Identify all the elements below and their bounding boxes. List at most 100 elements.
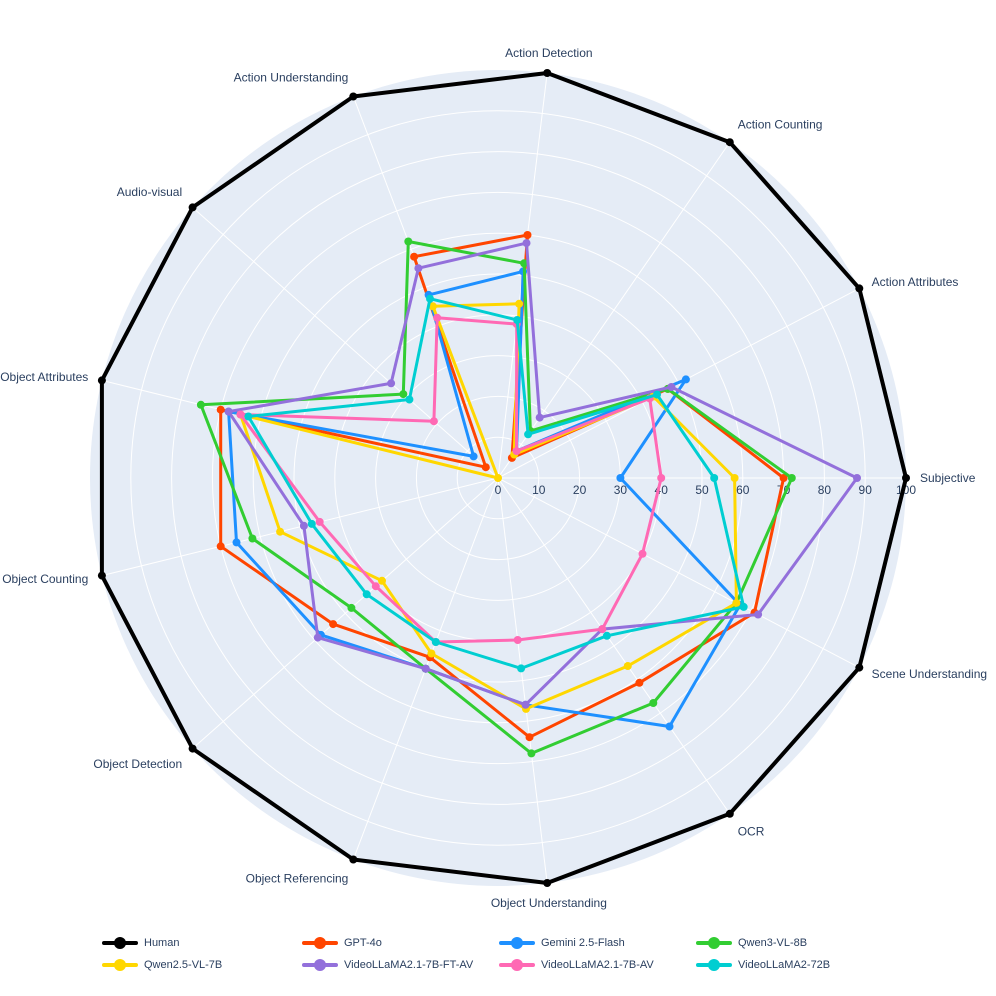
data-point bbox=[387, 379, 396, 388]
data-point bbox=[426, 294, 434, 303]
legend-label: Qwen2.5-VL-7B bbox=[144, 959, 223, 971]
legend-swatch bbox=[100, 958, 140, 972]
grid-spoke bbox=[497, 477, 731, 815]
legend-item[interactable]: Qwen2.5-VL-7B bbox=[100, 954, 222, 976]
axis-label: Action Counting bbox=[738, 118, 823, 132]
data-point bbox=[188, 744, 197, 753]
legend-item[interactable]: VideoLLaMA2-72B bbox=[694, 954, 830, 976]
data-point bbox=[527, 749, 536, 758]
data-point bbox=[469, 452, 478, 461]
grid-spoke bbox=[192, 207, 499, 479]
data-point bbox=[347, 603, 356, 612]
data-point bbox=[779, 474, 788, 482]
series-line bbox=[239, 302, 738, 711]
data-point bbox=[232, 538, 241, 547]
data-point bbox=[307, 519, 316, 528]
radial-tick-label: 0 bbox=[495, 483, 502, 497]
series-line bbox=[99, 71, 908, 885]
data-point bbox=[349, 92, 358, 101]
data-point bbox=[414, 264, 423, 273]
legend-label: VideoLLaMA2.1-7B-AV bbox=[541, 959, 654, 971]
legend-label: GPT-4o bbox=[344, 937, 382, 949]
legend-item[interactable]: Gemini 2.5-Flash bbox=[497, 932, 625, 954]
axis-label: Object Detection bbox=[93, 757, 182, 771]
data-point bbox=[521, 700, 530, 709]
data-point bbox=[299, 521, 308, 530]
series-videollama2-72b bbox=[244, 294, 748, 673]
axis-label: Object Attributes bbox=[0, 370, 88, 384]
data-point bbox=[635, 678, 644, 687]
legend-item[interactable]: VideoLLaMA2.1-7B-FT-AV bbox=[300, 954, 473, 976]
data-point bbox=[524, 430, 533, 439]
legend-label: Qwen3-VL-8B bbox=[738, 937, 808, 949]
data-point bbox=[522, 239, 531, 248]
data-point bbox=[216, 542, 225, 551]
radial-tick-label: 80 bbox=[818, 483, 832, 497]
data-point bbox=[902, 474, 910, 482]
axis-label: Action Detection bbox=[505, 46, 592, 60]
series-line bbox=[199, 240, 794, 755]
data-point bbox=[248, 534, 257, 543]
axis-label: Subjective bbox=[920, 471, 976, 485]
data-point bbox=[853, 474, 861, 482]
data-point bbox=[428, 302, 437, 311]
axis-labels: Subjective Scene Understanding OCR Object U… bbox=[0, 46, 987, 910]
legend-item[interactable]: GPT-4o bbox=[300, 932, 382, 954]
data-point bbox=[517, 664, 526, 673]
data-point bbox=[725, 809, 734, 818]
data-point bbox=[710, 474, 719, 482]
data-point bbox=[855, 663, 864, 672]
data-point bbox=[602, 631, 611, 640]
legend-item[interactable]: VideoLLaMA2.1-7B-AV bbox=[497, 954, 654, 976]
data-point bbox=[623, 662, 632, 670]
data-point bbox=[431, 638, 440, 646]
legend-swatch bbox=[300, 936, 340, 950]
grid-spoke bbox=[497, 477, 548, 884]
data-point bbox=[525, 733, 534, 742]
legend-swatch bbox=[100, 936, 140, 950]
data-point bbox=[481, 463, 490, 472]
data-point bbox=[730, 474, 739, 482]
series-human bbox=[97, 69, 910, 887]
data-point bbox=[515, 299, 524, 308]
data-point bbox=[535, 413, 544, 422]
data-point bbox=[725, 138, 734, 147]
axis-label: OCR bbox=[738, 824, 765, 838]
data-point bbox=[855, 284, 864, 293]
data-point bbox=[657, 474, 666, 482]
legend-label: VideoLLaMA2.1-7B-FT-AV bbox=[344, 959, 474, 971]
data-point bbox=[616, 474, 625, 482]
data-point bbox=[405, 395, 414, 404]
data-point bbox=[97, 376, 106, 385]
data-point bbox=[649, 699, 658, 707]
series-line bbox=[246, 297, 746, 670]
grid-spoke bbox=[497, 477, 860, 669]
data-point bbox=[681, 375, 690, 384]
data-point bbox=[739, 602, 748, 611]
data-point bbox=[523, 231, 532, 239]
data-point bbox=[543, 69, 552, 77]
legend-item[interactable]: Human bbox=[100, 932, 179, 954]
legend-swatch bbox=[497, 958, 537, 972]
data-point bbox=[433, 313, 442, 322]
data-point bbox=[520, 259, 529, 268]
radial-tick-label: 50 bbox=[695, 483, 709, 497]
legend-label: VideoLLaMA2-72B bbox=[738, 959, 831, 971]
data-point bbox=[224, 407, 233, 416]
grid-spoke bbox=[497, 141, 731, 479]
data-point bbox=[362, 590, 371, 599]
data-point bbox=[653, 390, 661, 399]
data-point bbox=[429, 417, 438, 426]
legend-item[interactable]: Qwen3-VL-8B bbox=[694, 932, 807, 954]
radial-tick-label: 60 bbox=[736, 483, 750, 497]
radial-tick-label: 90 bbox=[859, 483, 873, 497]
series-traces bbox=[97, 69, 910, 887]
data-point bbox=[378, 576, 386, 585]
legend-swatch bbox=[694, 936, 734, 950]
data-point bbox=[754, 610, 763, 619]
axis-label: Action Attributes bbox=[872, 275, 959, 289]
data-point bbox=[313, 633, 322, 642]
radial-tick-label: 10 bbox=[532, 483, 546, 497]
data-point bbox=[349, 855, 358, 864]
data-point bbox=[513, 316, 522, 324]
